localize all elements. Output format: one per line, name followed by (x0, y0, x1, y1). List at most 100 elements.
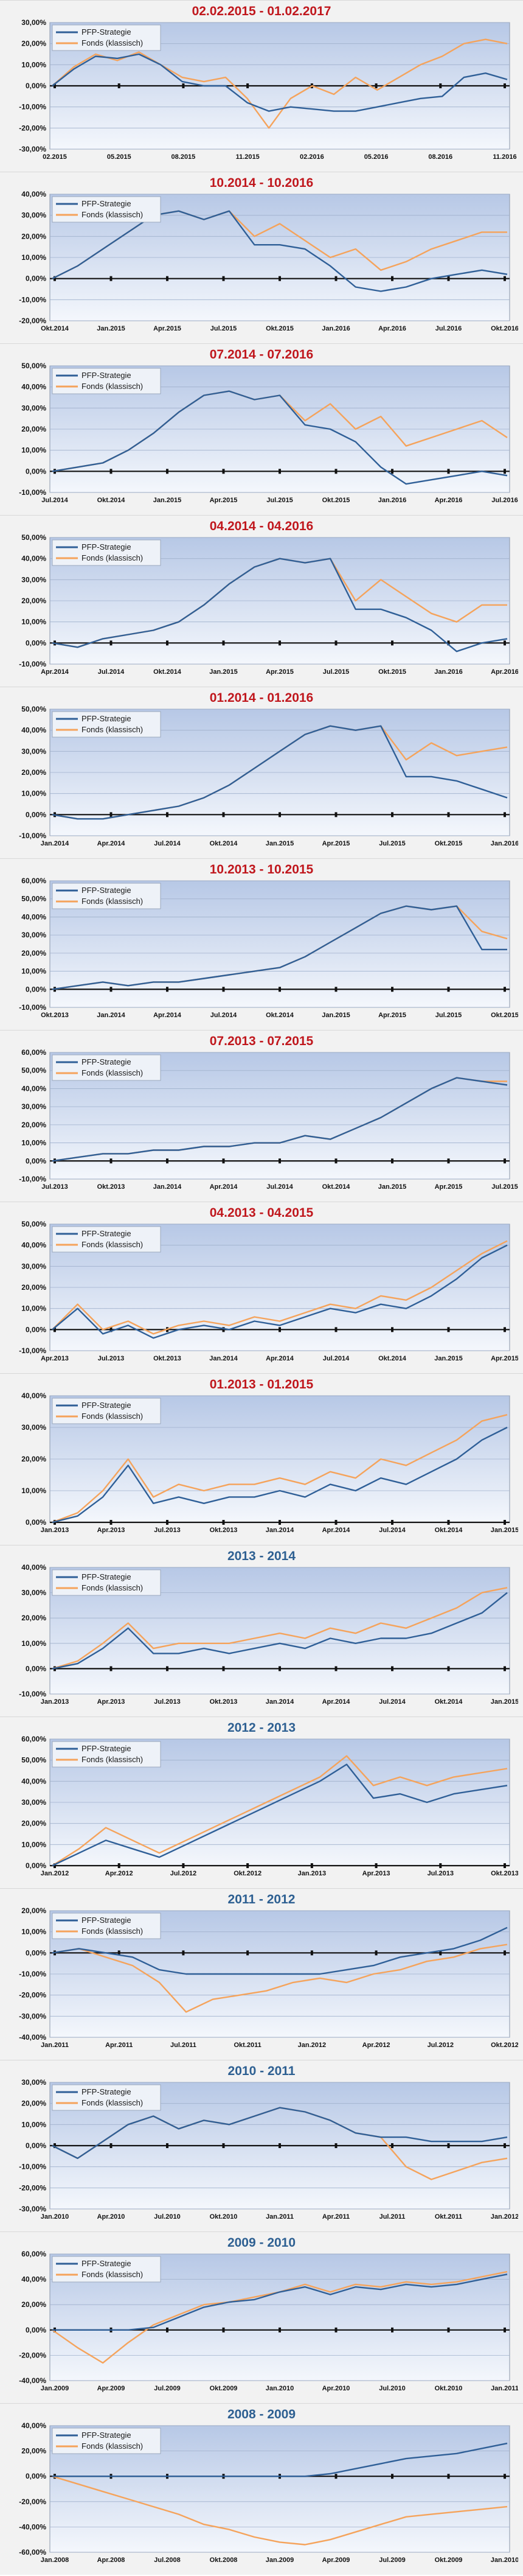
line-chart: -10,00% 0,00% 10,00% 20,00% 30,00% 40,00% 50,0… (19, 362, 518, 504)
legend-label: PFP-Strategie (81, 1401, 131, 1410)
zero-line-marker (246, 1863, 249, 1868)
x-tick-label: Okt.2013 (153, 1355, 181, 1362)
x-tick-label: Okt.2014 (153, 668, 182, 676)
y-tick-label: -10,00% (19, 1003, 46, 1012)
y-tick-label: -10,00% (19, 831, 46, 840)
zero-line-marker (391, 1520, 393, 1525)
zero-line-marker (279, 2327, 281, 2333)
chart-title: 10.2013 - 10.2015 (209, 863, 314, 877)
x-tick-label: Jul.2016 (491, 497, 518, 504)
y-tick-label: -10,00% (19, 1175, 46, 1183)
x-tick-label: Jul.2013 (98, 1355, 124, 1362)
x-tick-label: Okt.2014 (435, 1698, 463, 1706)
zero-line-marker (439, 83, 442, 88)
y-tick-label: -10,00% (19, 1690, 46, 1698)
x-tick-label: Okt.2014 (97, 497, 126, 504)
zero-line-marker (279, 1520, 281, 1525)
x-tick-label: Jul.2014 (98, 668, 125, 676)
legend: PFP-Strategie Fonds (klassisch) (52, 711, 161, 738)
zero-line-marker (222, 1158, 225, 1164)
legend-label: PFP-Strategie (81, 1916, 131, 1925)
x-tick-label: Apr.2014 (322, 1698, 351, 1706)
zero-line-marker (504, 1158, 506, 1164)
x-tick-label: Jan.2015 (491, 1527, 518, 1534)
y-tick-label: -20,00% (19, 317, 46, 325)
zero-line-marker (246, 1950, 249, 1956)
zero-line-marker (54, 2143, 56, 2148)
zero-line-marker (54, 83, 56, 88)
y-tick-label: 30,00% (21, 747, 46, 755)
zero-line-marker (310, 1950, 313, 1956)
zero-line-marker (447, 987, 450, 992)
zero-line-marker (447, 2143, 450, 2148)
legend-label: PFP-Strategie (81, 1229, 131, 1238)
legend-box (52, 1569, 161, 1596)
chart-panel: 04.2013 - 04.2015 -10,00% 0,00% 10,00% 20,00… (0, 1202, 523, 1373)
zero-line-marker (109, 987, 113, 992)
x-tick-label: Apr.2008 (97, 2557, 125, 2564)
zero-line-marker (246, 83, 249, 88)
y-tick-label: 40,00% (21, 1564, 46, 1572)
x-tick-label: Jul.2012 (428, 2042, 454, 2049)
x-tick-label: Jan.2014 (153, 1183, 182, 1191)
y-tick-label: 20,00% (21, 949, 46, 957)
zero-line-marker (166, 987, 168, 992)
x-tick-label: Apr.2016 (491, 668, 518, 676)
y-tick-label: 10,00% (21, 1928, 46, 1936)
legend-label: Fonds (klassisch) (81, 210, 143, 219)
x-tick-label: Jul.2012 (170, 1870, 196, 1877)
legend-box (52, 1913, 161, 1939)
y-tick-label: -30,00% (19, 2012, 46, 2020)
chart-title: 01.2014 - 01.2016 (209, 691, 314, 705)
x-tick-label: Apr.2011 (105, 2042, 133, 2049)
zero-line-marker (279, 812, 281, 817)
y-tick-label: 50,00% (21, 705, 46, 713)
x-tick-label: Jan.2009 (266, 2557, 294, 2564)
legend: PFP-Strategie Fonds (klassisch) (52, 2084, 161, 2111)
zero-line-marker (109, 276, 113, 281)
x-tick-label: Apr.2011 (322, 2213, 350, 2221)
y-tick-label: 0,00% (26, 1664, 46, 1673)
x-tick-label: Jan.2011 (41, 2042, 69, 2049)
y-tick-label: 20,00% (21, 1121, 46, 1129)
x-tick-label: Jul.2014 (379, 1698, 406, 1706)
x-tick-label: Okt.2014 (378, 1355, 407, 1362)
zero-line-marker (109, 812, 113, 817)
zero-line-marker (391, 987, 393, 992)
zero-line-marker (109, 1158, 113, 1164)
y-tick-label: 30,00% (21, 1423, 46, 1432)
line-chart: -10,00% 0,00% 10,00% 20,00% 30,00% 40,00% 50,0… (19, 1220, 518, 1362)
y-tick-label: 40,00% (21, 383, 46, 391)
zero-line-marker (504, 812, 506, 817)
y-tick-label: 20,00% (21, 1283, 46, 1292)
series-line-strategy (52, 2107, 508, 2160)
x-tick-label: Jan.2015 (491, 1698, 518, 1706)
legend-label: PFP-Strategie (81, 886, 131, 895)
y-tick-label: -10,00% (19, 1970, 46, 1978)
x-tick-label: Apr.2013 (41, 1355, 69, 1362)
x-tick-label: 02.2015 (43, 153, 67, 161)
chart-panel: 02.02.2015 - 01.02.2017 -30,00% -20,00% -10… (0, 0, 523, 172)
legend-box (52, 2427, 161, 2454)
zero-line-marker (334, 1327, 338, 1332)
zero-line-marker (166, 469, 168, 474)
legend-box (52, 1226, 161, 1253)
zero-line-marker (109, 1520, 113, 1525)
zero-line-marker (504, 987, 506, 992)
zero-line-marker (504, 469, 506, 474)
x-tick-label: Okt.2014 (41, 325, 69, 332)
y-tick-label: 40,00% (21, 191, 46, 198)
zero-line-marker (504, 1327, 506, 1332)
zero-line-marker (334, 987, 338, 992)
x-tick-label: Okt.2013 (210, 1527, 238, 1534)
x-tick-label: Apr.2010 (97, 2213, 125, 2221)
zero-line-marker (504, 83, 506, 88)
legend-box (52, 368, 161, 394)
legend-label: PFP-Strategie (81, 371, 131, 380)
chart-title: 10.2014 - 10.2016 (209, 176, 314, 190)
x-tick-label: Apr.2015 (491, 1355, 518, 1362)
y-tick-label: 30,00% (21, 575, 46, 584)
y-tick-label: 0,00% (26, 2326, 46, 2334)
x-tick-label: Jan.2015 (322, 1012, 350, 1019)
series-line-strategy (52, 1592, 508, 1670)
